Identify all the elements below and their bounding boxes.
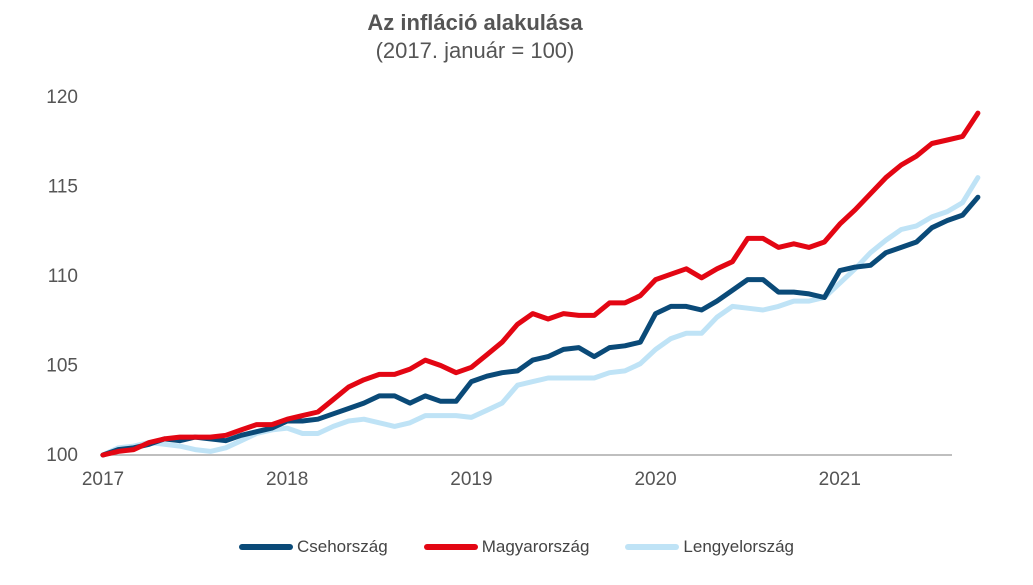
series-line-csehorszag	[100, 194, 981, 458]
legend-item-lengyelorszag: Lengyelország	[625, 537, 794, 557]
x-tick-label: 2017	[82, 469, 124, 490]
series-lines	[100, 110, 981, 458]
chart-title: Az infláció alakulása	[367, 10, 583, 35]
y-tick-label: 100	[46, 445, 78, 466]
line-chart: 100 105 110 115 120 2017 2018 2019 2020 2021	[46, 87, 981, 490]
series-line-lengyelorszag	[100, 175, 981, 458]
y-tick-label: 105	[46, 356, 78, 377]
legend-item-magyarorszag: Magyarország	[423, 537, 590, 557]
chart-subtitle: (2017. január = 100)	[375, 38, 575, 63]
y-tick-label: 120	[46, 87, 78, 108]
y-tick-label: 110	[48, 266, 78, 287]
x-tick-label: 2019	[450, 469, 492, 490]
legend-label-magyarorszag: Magyarország	[481, 537, 590, 556]
y-axis-ticks: 100 105 110 115 120	[46, 87, 78, 466]
legend-swatch-magyarorszag	[423, 544, 478, 550]
x-tick-label: 2021	[819, 469, 861, 490]
series-line-magyarorszag	[100, 110, 981, 458]
legend-swatch-lengyelorszag	[625, 544, 680, 550]
legend-label-csehorszag: Csehország	[296, 537, 388, 556]
x-tick-label: 2020	[634, 469, 676, 490]
x-tick-label: 2018	[266, 469, 308, 490]
legend-item-csehorszag: Csehország	[238, 537, 388, 557]
y-tick-label: 115	[48, 177, 78, 198]
x-axis-ticks: 2017 2018 2019 2020 2021	[82, 469, 861, 490]
legend: Csehország Magyarország Lengyelország	[0, 537, 1033, 557]
legend-swatch-csehorszag	[238, 544, 293, 550]
legend-label-lengyelorszag: Lengyelország	[683, 537, 794, 556]
